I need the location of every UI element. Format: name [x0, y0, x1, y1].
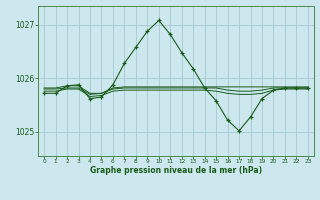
X-axis label: Graphe pression niveau de la mer (hPa): Graphe pression niveau de la mer (hPa) [90, 166, 262, 175]
